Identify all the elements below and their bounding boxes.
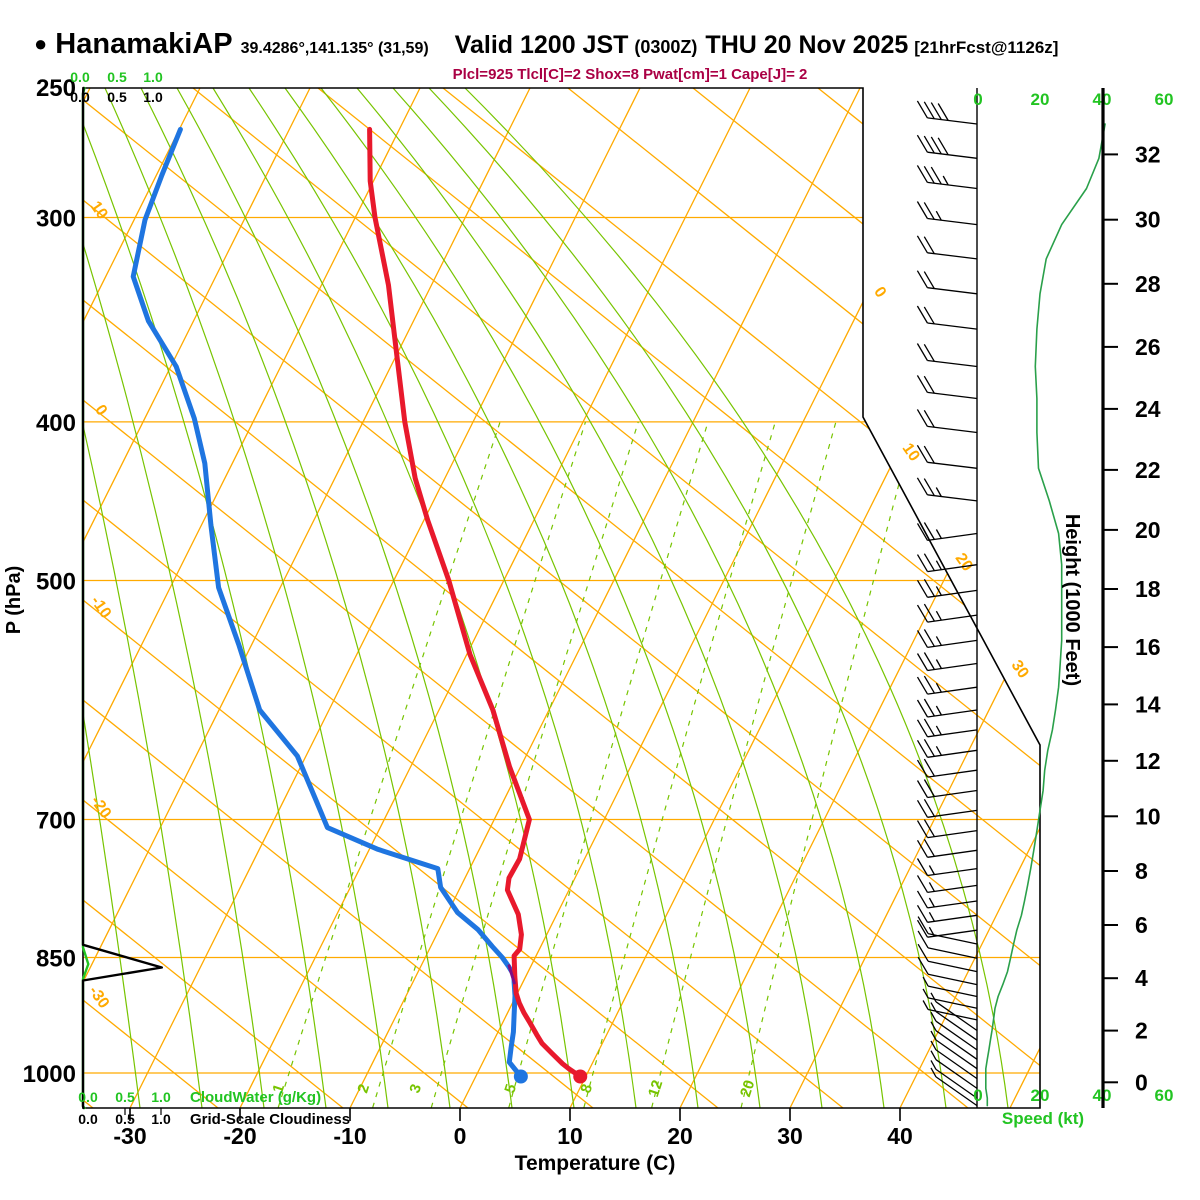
svg-text:8: 8 (577, 1082, 596, 1095)
valid-date: THU 20 Nov 2025 (705, 31, 909, 59)
svg-text:30: 30 (1008, 657, 1032, 681)
wind-barb-column (916, 88, 978, 1108)
svg-text:60: 60 (1155, 90, 1174, 109)
svg-text:10: 10 (899, 440, 923, 464)
station-bullet-icon: ● (34, 31, 48, 56)
svg-text:Temperature (C): Temperature (C) (515, 1152, 676, 1175)
svg-text:28: 28 (1135, 271, 1161, 297)
svg-text:1.0: 1.0 (151, 1089, 171, 1105)
svg-text:26: 26 (1135, 334, 1161, 360)
svg-text:250: 250 (36, 75, 76, 102)
svg-text:2: 2 (1135, 1018, 1148, 1044)
svg-text:0: 0 (973, 90, 982, 109)
svg-text:18: 18 (1135, 576, 1161, 602)
temperature-surface-dot (573, 1069, 588, 1084)
forecast-lead-time: [21hrFcst@1126z] (914, 38, 1059, 57)
wind-speed-curve (984, 123, 1106, 1107)
svg-text:0.0: 0.0 (78, 1111, 98, 1127)
svg-text:20: 20 (1135, 517, 1161, 543)
svg-text:0: 0 (454, 1123, 467, 1149)
plot-border (82, 87, 1041, 1109)
station-name: HanamakiAP (55, 28, 233, 60)
svg-text:20: 20 (667, 1123, 693, 1149)
svg-text:20: 20 (1031, 90, 1050, 109)
speed-axis: 00202040406060Speed (kt) (973, 90, 1173, 1128)
svg-text:16: 16 (1135, 634, 1161, 660)
svg-text:0: 0 (91, 402, 110, 419)
valid-time: Valid 1200 JST (454, 31, 629, 59)
cloud-scales: 0.0 0.0 0.0 0.0 0.5 0.5 0.5 0.5 1.0 1.0 1.0 1.0 Clou… (70, 69, 350, 1128)
svg-text:0.0: 0.0 (70, 69, 90, 85)
svg-text:850: 850 (36, 945, 76, 972)
valid-time-utc: (0300Z) (634, 37, 698, 57)
svg-text:Speed (kt): Speed (kt) (1002, 1109, 1084, 1128)
svg-text:20: 20 (1031, 1086, 1050, 1105)
svg-text:1.0: 1.0 (143, 69, 163, 85)
svg-text:24: 24 (1135, 396, 1161, 422)
svg-text:0.5: 0.5 (107, 69, 127, 85)
mixing-ratio-labels: 1 2 3 5 8 12 20 (269, 1078, 758, 1099)
station-coordinates: 39.4286°,141.135° (31,59) (240, 40, 429, 57)
svg-text:4: 4 (1135, 965, 1148, 991)
svg-text:0.0: 0.0 (70, 89, 90, 105)
svg-text:32: 32 (1135, 141, 1161, 167)
dewpoint-surface-dot (513, 1069, 528, 1084)
svg-text:20: 20 (952, 550, 976, 574)
svg-text:3: 3 (406, 1082, 425, 1095)
svg-text:10: 10 (1135, 803, 1161, 829)
svg-text:12: 12 (1135, 748, 1161, 774)
svg-text:1.0: 1.0 (151, 1111, 171, 1127)
svg-text:300: 300 (36, 206, 76, 233)
svg-text:Height (1000 Feet): Height (1000 Feet) (1061, 514, 1083, 686)
saturated-overlap-segment (507, 964, 516, 985)
svg-text:6: 6 (1135, 912, 1148, 938)
pressure-axis: 250 300 400 500 700 850 1000 P (hPa) (3, 75, 76, 1088)
svg-text:0: 0 (973, 1086, 982, 1105)
svg-text:0: 0 (870, 284, 889, 301)
svg-text:500: 500 (36, 568, 76, 595)
dewpoint-curve (130, 126, 528, 1084)
svg-text:30: 30 (1135, 207, 1161, 233)
svg-text:-30: -30 (85, 983, 112, 1012)
svg-text:22: 22 (1135, 457, 1161, 483)
svg-text:Grid-Scale Cloudiness: Grid-Scale Cloudiness (190, 1111, 350, 1128)
svg-text:20: 20 (737, 1078, 758, 1099)
svg-text:700: 700 (36, 808, 76, 835)
temperature-curve (367, 126, 588, 1084)
svg-text:5: 5 (501, 1082, 520, 1095)
svg-text:30: 30 (777, 1123, 803, 1149)
svg-text:-10: -10 (333, 1123, 366, 1149)
svg-text:CloudWater (g/Kg): CloudWater (g/Kg) (190, 1089, 321, 1106)
temperature-axis: -30 -20 -10 0 10 20 30 40 Temperature (C) (113, 1108, 913, 1175)
stability-parameters: Plcl=925 Tlcl[C]=2 Shox=8 Pwat[cm]=1 Cap… (452, 66, 808, 83)
svg-text:14: 14 (1135, 691, 1161, 717)
svg-text:40: 40 (887, 1123, 913, 1149)
svg-text:0: 0 (1135, 1069, 1148, 1095)
svg-text:0.5: 0.5 (107, 89, 127, 105)
svg-text:10: 10 (557, 1123, 583, 1149)
svg-text:-10: -10 (87, 593, 114, 622)
svg-text:1.0: 1.0 (143, 89, 163, 105)
svg-text:P (hPa): P (hPa) (3, 566, 25, 635)
title-bar: ● HanamakiAP 39.4286°,141.135° (31,59) Vali… (34, 28, 1184, 61)
svg-text:12: 12 (645, 1078, 666, 1099)
svg-text:0.0: 0.0 (78, 1089, 98, 1105)
svg-text:60: 60 (1155, 1086, 1174, 1105)
svg-text:0.5: 0.5 (115, 1111, 135, 1127)
svg-text:0.5: 0.5 (115, 1089, 135, 1105)
svg-text:-20: -20 (87, 793, 114, 822)
svg-text:8: 8 (1135, 858, 1148, 884)
cloudiness-profile (81, 86, 164, 1110)
svg-text:-20: -20 (223, 1123, 256, 1149)
svg-text:-30: -30 (113, 1123, 146, 1149)
svg-text:1000: 1000 (23, 1061, 76, 1088)
svg-text:400: 400 (36, 410, 76, 437)
